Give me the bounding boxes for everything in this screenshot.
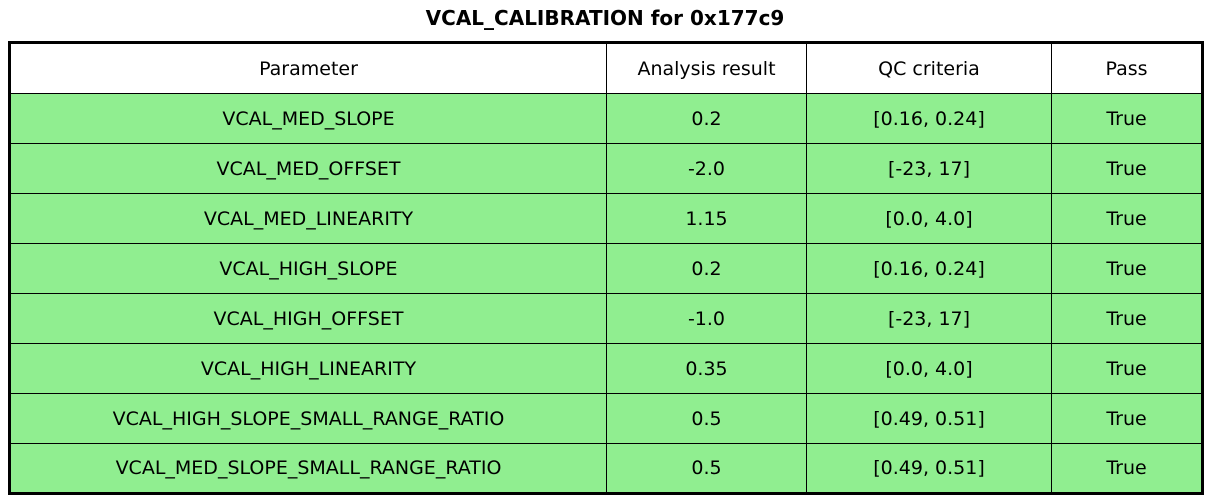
cell-pass: True [1051,243,1203,294]
table-row: VCAL_HIGH_LINEARITY 0.35 [0.0, 4.0] True [9,343,1203,394]
cell-analysis-result: 0.2 [606,93,807,144]
cell-pass: True [1051,443,1203,494]
cell-qc-criteria: [-23, 17] [806,293,1052,344]
table-row: VCAL_MED_OFFSET -2.0 [-23, 17] True [9,143,1203,194]
cell-qc-criteria: [0.0, 4.0] [806,193,1052,244]
table-header: Parameter Analysis result QC criteria Pa… [9,42,1203,94]
table-body: VCAL_MED_SLOPE 0.2 [0.16, 0.24] True VCA… [9,93,1203,494]
header-parameter: Parameter [9,42,607,94]
cell-analysis-result: 0.35 [606,343,807,394]
cell-parameter: VCAL_MED_SLOPE_SMALL_RANGE_RATIO [9,443,607,494]
cell-analysis-result: 1.15 [606,193,807,244]
cell-parameter: VCAL_HIGH_LINEARITY [9,343,607,394]
figure-title: VCAL_CALIBRATION for 0x177c9 [425,6,785,30]
table-row: VCAL_MED_LINEARITY 1.15 [0.0, 4.0] True [9,193,1203,244]
cell-pass: True [1051,93,1203,144]
table-row: VCAL_MED_SLOPE 0.2 [0.16, 0.24] True [9,93,1203,144]
table-row: VCAL_HIGH_OFFSET -1.0 [-23, 17] True [9,293,1203,344]
cell-analysis-result: -1.0 [606,293,807,344]
cell-parameter: VCAL_MED_OFFSET [9,143,607,194]
cell-pass: True [1051,193,1203,244]
cell-qc-criteria: [0.16, 0.24] [806,93,1052,144]
cell-pass: True [1051,393,1203,444]
cell-pass: True [1051,143,1203,194]
cell-analysis-result: 0.2 [606,243,807,294]
cell-analysis-result: 0.5 [606,443,807,494]
cell-parameter: VCAL_HIGH_OFFSET [9,293,607,344]
cell-pass: True [1051,343,1203,394]
qc-results-table: Parameter Analysis result QC criteria Pa… [8,41,1204,495]
cell-qc-criteria: [-23, 17] [806,143,1052,194]
table-row: VCAL_MED_SLOPE_SMALL_RANGE_RATIO 0.5 [0.… [9,443,1203,494]
cell-qc-criteria: [0.49, 0.51] [806,443,1052,494]
table-row: VCAL_HIGH_SLOPE 0.2 [0.16, 0.24] True [9,243,1203,294]
cell-parameter: VCAL_HIGH_SLOPE_SMALL_RANGE_RATIO [9,393,607,444]
cell-qc-criteria: [0.0, 4.0] [806,343,1052,394]
cell-analysis-result: 0.5 [606,393,807,444]
cell-parameter: VCAL_MED_LINEARITY [9,193,607,244]
cell-qc-criteria: [0.16, 0.24] [806,243,1052,294]
cell-pass: True [1051,293,1203,344]
table-row: VCAL_HIGH_SLOPE_SMALL_RANGE_RATIO 0.5 [0… [9,393,1203,444]
header-qc-criteria: QC criteria [806,42,1052,94]
cell-analysis-result: -2.0 [606,143,807,194]
cell-parameter: VCAL_MED_SLOPE [9,93,607,144]
header-pass: Pass [1051,42,1203,94]
cell-parameter: VCAL_HIGH_SLOPE [9,243,607,294]
header-row: Parameter Analysis result QC criteria Pa… [9,42,1203,94]
cell-qc-criteria: [0.49, 0.51] [806,393,1052,444]
header-analysis-result: Analysis result [606,42,807,94]
